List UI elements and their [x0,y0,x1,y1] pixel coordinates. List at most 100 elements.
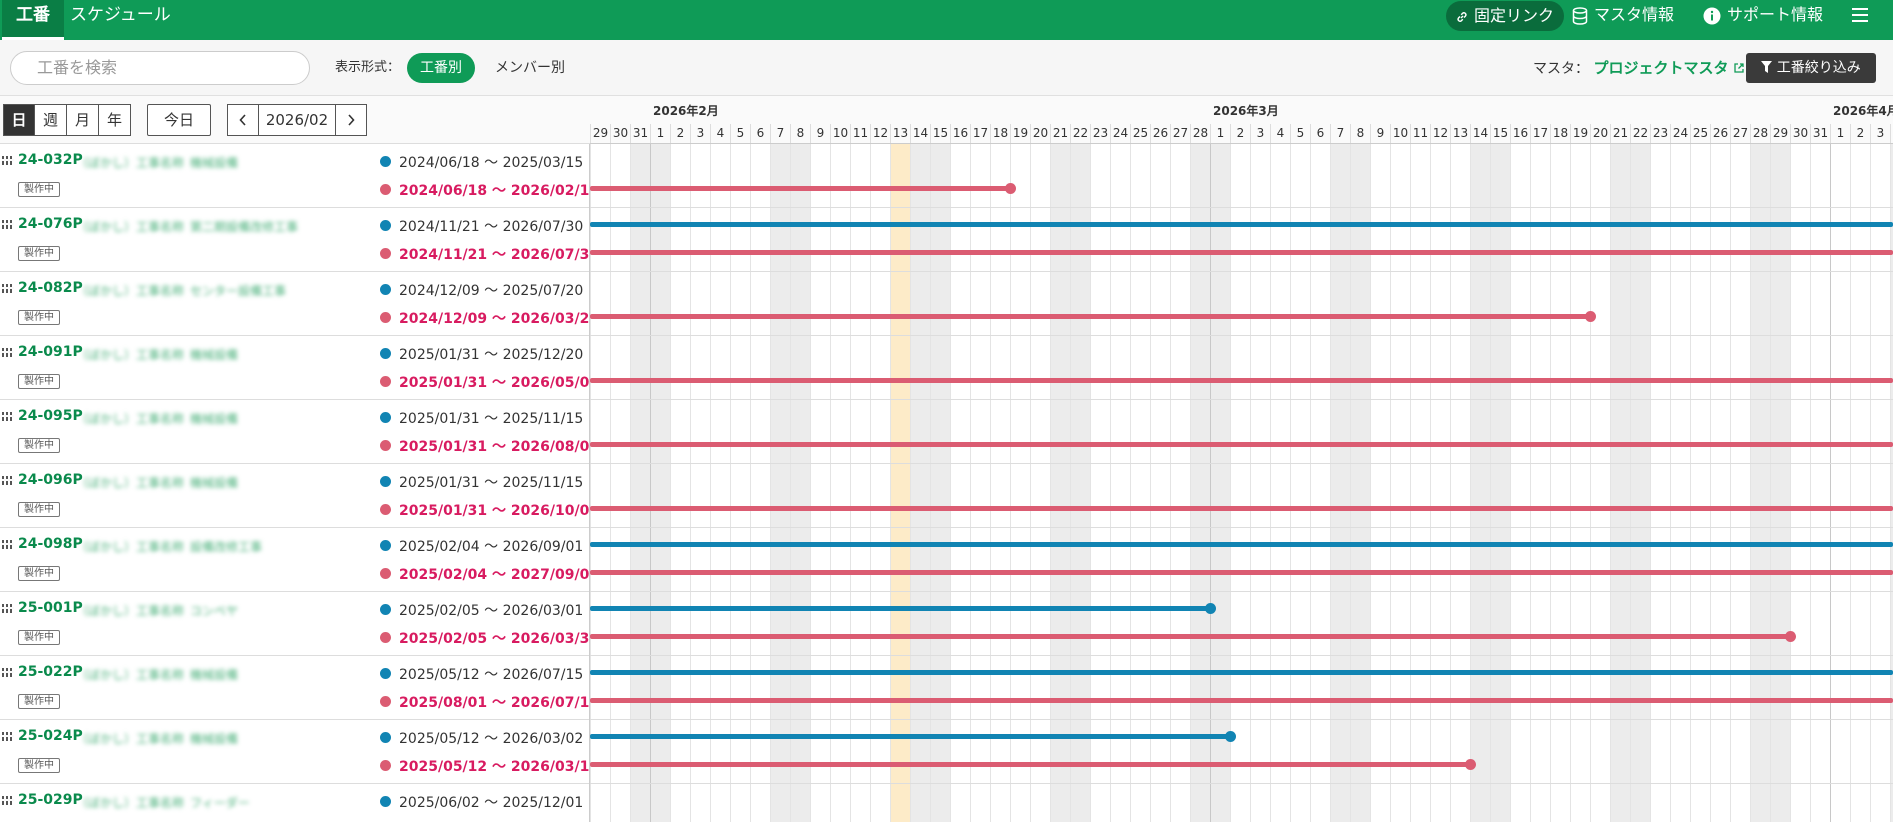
row-separator [590,271,1893,272]
actual-bar[interactable] [590,378,1893,383]
day-label: 16 [950,124,970,143]
plan-bar[interactable] [590,222,1893,227]
day-label: 25 [1130,124,1150,143]
month-label: 2026年2月 [653,104,719,118]
menu-button[interactable] [1852,8,1868,22]
plan-dates: 2024/11/21 〜 2026/07/30 [399,219,584,235]
job-row[interactable]: 24-096P （ぼかし）工事名称_機械設備 製作中 2025/01/31 〜 … [0,464,589,528]
job-row[interactable]: 25-024P （ぼかし）工事名称_機械設備 製作中 2025/05/12 〜 … [0,720,589,784]
grid-line [710,144,711,822]
actual-bar[interactable] [590,506,1893,511]
row-separator [590,719,1893,720]
grid-line [870,144,871,822]
grid-line [1430,144,1431,822]
status-badge: 製作中 [18,182,60,197]
plan-dates: 2025/01/31 〜 2025/11/15 [399,475,584,491]
actual-bar[interactable] [590,698,1893,703]
actual-dates: 2025/02/05 〜 2026/03/30 [399,628,589,648]
job-code[interactable]: 25-029P [18,792,83,808]
hamburger-menu-icon [1852,8,1868,22]
grid-line [1170,144,1171,822]
job-code[interactable]: 25-001P [18,600,83,616]
job-code[interactable]: 24-096P [18,472,83,488]
grid-line [810,144,811,822]
actual-dates: 2025/08/01 〜 2026/07/14 [399,692,589,712]
actual-bar-end [1465,759,1476,770]
job-row[interactable]: 24-095P （ぼかし）工事名称_機械設備 製作中 2025/01/31 〜 … [0,400,589,464]
view-month-button[interactable]: 月 [66,104,99,136]
today-button[interactable]: 今日 [147,104,211,136]
plan-bar[interactable] [590,606,1210,611]
plan-bar[interactable] [590,670,1893,675]
master-info-button[interactable]: マスタ情報 [1572,0,1674,30]
job-name: （ぼかし）工事名称_機械設備 [76,156,239,168]
day-label: 15 [1490,124,1510,143]
actual-dot [380,184,391,195]
grid-line [910,144,911,822]
tab-schedule[interactable]: スケジュール [70,5,171,25]
row-separator [590,655,1893,656]
actual-bar[interactable] [590,570,1893,575]
actual-bar[interactable] [590,250,1893,255]
actual-bar[interactable] [590,442,1893,447]
grid-icon [2,668,14,677]
view-week-button[interactable]: 週 [34,104,67,136]
plan-bar[interactable] [590,734,1230,739]
prev-month-button[interactable] [227,104,259,136]
grid-line [990,144,991,822]
job-row[interactable]: 24-082P （ぼかし）工事名称_センター設備工事 製作中 2024/12/0… [0,272,589,336]
grid-line [690,144,691,822]
day-label: 25 [1690,124,1710,143]
job-row[interactable]: 24-091P （ぼかし）工事名称_機械設備 製作中 2025/01/31 〜 … [0,336,589,400]
mode-by-job-button[interactable]: 工番別 [407,53,475,83]
plan-bar-end [1225,731,1236,742]
job-code[interactable]: 24-082P [18,280,83,296]
grid-icon [2,348,14,357]
day-label: 11 [850,124,870,143]
day-label: 31 [630,124,650,143]
tab-job[interactable]: 工番 [2,0,64,40]
row-separator [590,399,1893,400]
job-filter-button[interactable]: 工番絞り込み [1746,53,1876,83]
job-name: （ぼかし）工事名称_機械設備 [76,348,239,360]
job-code[interactable]: 25-022P [18,664,83,680]
job-row[interactable]: 25-029P （ぼかし）工事名称_フィーダー 製作中 2025/06/02 〜… [0,784,589,822]
mode-by-member-button[interactable]: メンバー別 [495,60,565,76]
job-name: （ぼかし）工事名称_機械設備 [76,412,239,424]
actual-bar[interactable] [590,314,1590,319]
job-code[interactable]: 24-095P [18,408,83,424]
job-list: 24-032P （ぼかし）工事名称_機械設備 製作中 2024/06/18 〜 … [0,144,590,822]
view-day-button[interactable]: 日 [3,104,35,136]
actual-bar[interactable] [590,634,1790,639]
plan-bar[interactable] [590,542,1893,547]
view-year-button[interactable]: 年 [98,104,131,136]
search-input[interactable]: 工番を検索 [10,51,310,85]
project-master-link[interactable]: プロジェクトマスタ [1593,59,1729,77]
grid-line [1550,144,1551,822]
next-month-button[interactable] [335,104,367,136]
job-row[interactable]: 25-022P （ぼかし）工事名称_機械設備 製作中 2025/05/12 〜 … [0,656,589,720]
day-label: 1 [1210,124,1230,143]
plan-dot [380,732,391,743]
grid-line [590,144,591,822]
grid-line [890,144,891,822]
day-label: 3 [1870,124,1890,143]
day-label: 6 [1310,124,1330,143]
job-code[interactable]: 25-024P [18,728,83,744]
weekend-column [1190,144,1210,822]
job-row[interactable]: 24-076P （ぼかし）工事名称_第二期設備改修工事 製作中 2024/11/… [0,208,589,272]
day-label: 4 [710,124,730,143]
job-row[interactable]: 24-098P （ぼかし）工事名称_設備改修工事 製作中 2025/02/04 … [0,528,589,592]
grid-line [1330,144,1331,822]
job-code[interactable]: 24-032P [18,152,83,168]
actual-bar[interactable] [590,186,1010,191]
job-code[interactable]: 24-091P [18,344,83,360]
job-code[interactable]: 24-076P [18,216,83,232]
support-info-button[interactable]: サポート情報 [1703,0,1823,30]
job-row[interactable]: 25-001P （ぼかし）工事名称_コンベヤ 製作中 2025/02/05 〜 … [0,592,589,656]
job-row[interactable]: 24-032P （ぼかし）工事名称_機械設備 製作中 2024/06/18 〜 … [0,144,589,208]
actual-bar[interactable] [590,762,1470,767]
day-label: 12 [1430,124,1450,143]
job-code[interactable]: 24-098P [18,536,83,552]
fixed-link-button[interactable]: 固定リンク [1446,1,1565,31]
